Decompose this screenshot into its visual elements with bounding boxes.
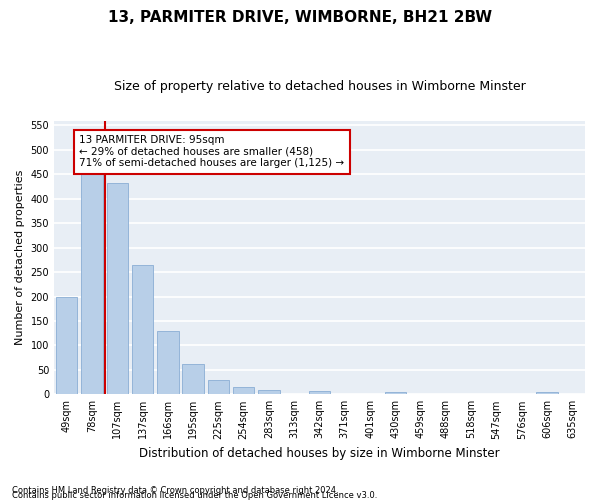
Bar [157, 331, 179, 394]
Text: 13, PARMITER DRIVE, WIMBORNE, BH21 2BW: 13, PARMITER DRIVE, WIMBORNE, BH21 2BW [108, 10, 492, 25]
Bar [258, 390, 280, 394]
Text: 13 PARMITER DRIVE: 95sqm
← 29% of detached houses are smaller (458)
71% of semi-: 13 PARMITER DRIVE: 95sqm ← 29% of detach… [79, 135, 344, 168]
Bar [233, 387, 254, 394]
Bar [107, 183, 128, 394]
Title: Size of property relative to detached houses in Wimborne Minster: Size of property relative to detached ho… [113, 80, 526, 93]
Text: Contains HM Land Registry data © Crown copyright and database right 2024.: Contains HM Land Registry data © Crown c… [12, 486, 338, 495]
Bar [208, 380, 229, 394]
Bar [81, 174, 103, 394]
X-axis label: Distribution of detached houses by size in Wimborne Minster: Distribution of detached houses by size … [139, 447, 500, 460]
Y-axis label: Number of detached properties: Number of detached properties [15, 170, 25, 345]
Bar [309, 392, 330, 394]
Bar [385, 392, 406, 394]
Bar [182, 364, 204, 394]
Text: Contains public sector information licensed under the Open Government Licence v3: Contains public sector information licen… [12, 490, 377, 500]
Bar [132, 265, 153, 394]
Bar [536, 392, 558, 394]
Bar [56, 296, 77, 394]
